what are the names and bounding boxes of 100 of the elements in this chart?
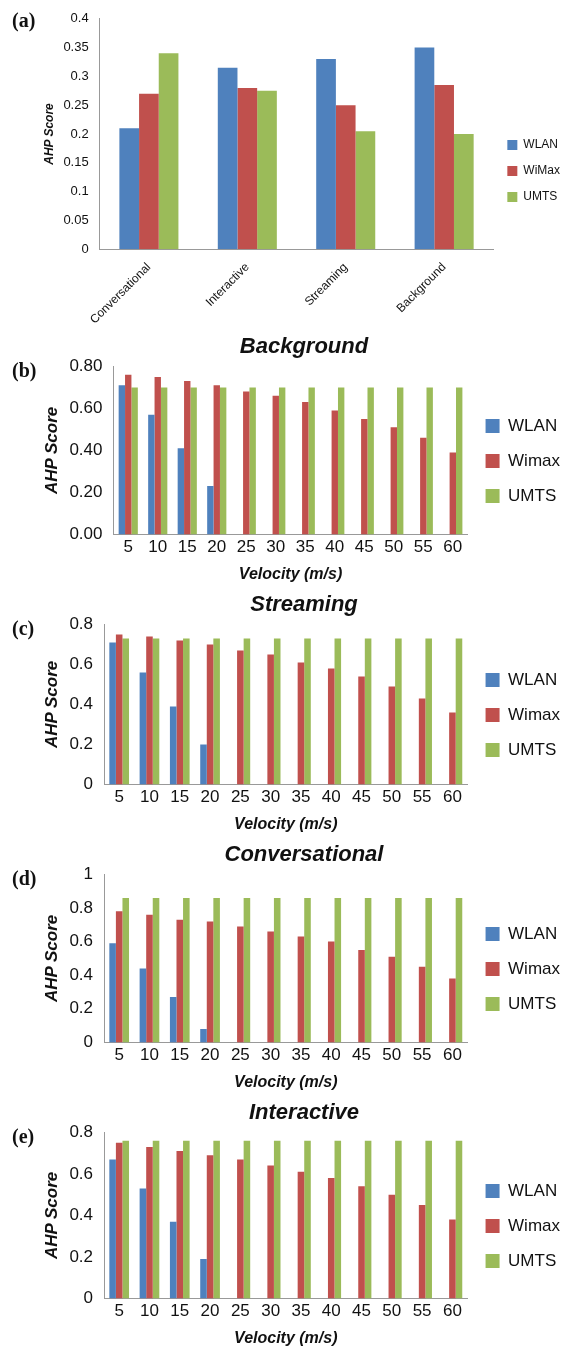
bar [395, 1140, 402, 1299]
bar [139, 968, 147, 1043]
bar [152, 638, 160, 785]
chart-title: Background [239, 333, 369, 359]
bar [272, 395, 279, 535]
bar [200, 744, 207, 785]
bar [267, 931, 274, 1043]
x-tick-label: 20 [200, 1045, 220, 1065]
bar [396, 387, 404, 535]
bar [449, 712, 456, 785]
bar [390, 427, 397, 535]
x-tick-label: 35 [295, 537, 315, 557]
bar [418, 966, 426, 1043]
y-tick-label: 0.2 [69, 734, 94, 754]
x-tick-label: 30 [266, 537, 286, 557]
y-tick-label: 1 [83, 864, 94, 884]
bar [176, 919, 184, 1043]
bar [334, 1140, 342, 1299]
bar [237, 1159, 244, 1299]
bar [217, 67, 238, 250]
bar [177, 448, 185, 535]
bar [304, 897, 311, 1043]
bar [206, 921, 214, 1043]
x-axis-title: Velocity (m/s) [234, 1328, 338, 1346]
bar [176, 640, 184, 785]
bar [115, 911, 123, 1043]
bar [297, 662, 305, 785]
bar [169, 997, 177, 1043]
bar [418, 698, 426, 785]
bar [213, 385, 220, 535]
bar [331, 410, 338, 535]
y-tick-label: 0.35 [63, 39, 89, 55]
legend-label: UMTS [508, 739, 557, 759]
x-tick-label: 60 [443, 537, 463, 557]
bar [327, 1178, 335, 1299]
y-tick-label: 0.25 [63, 96, 89, 112]
bar [183, 897, 190, 1043]
x-tick-label: 20 [200, 787, 220, 807]
y-tick-label: 0.4 [69, 694, 94, 714]
bar [425, 638, 432, 785]
bar [304, 638, 311, 785]
bar [169, 706, 177, 785]
x-tick-label: 40 [321, 1045, 341, 1065]
x-tick-label: 25 [230, 1045, 250, 1065]
bar [243, 897, 251, 1043]
x-tick-label: 50 [382, 1301, 402, 1321]
bar [395, 638, 402, 785]
y-tick-label: 0 [81, 240, 89, 256]
bar [361, 418, 368, 535]
bar [267, 1165, 274, 1299]
x-tick-label: 15 [170, 787, 190, 807]
bar [267, 654, 274, 785]
x-tick-label: 40 [321, 787, 341, 807]
legend-label: UMTS [508, 993, 557, 1013]
x-tick-label: 25 [230, 1301, 250, 1321]
text: (c) [12, 617, 35, 641]
bar [456, 387, 463, 535]
legend-label: WiMax [523, 163, 561, 178]
bar [364, 638, 372, 785]
x-tick-label: 45 [352, 1045, 371, 1065]
x-tick-label: 25 [230, 787, 250, 807]
bar [115, 634, 123, 785]
bar [273, 1140, 281, 1299]
bar [367, 387, 374, 535]
bar [388, 686, 396, 785]
x-tick-label: 60 [442, 787, 462, 807]
y-tick-label: 0.8 [69, 897, 94, 917]
bar [125, 374, 132, 535]
bar [206, 1155, 214, 1299]
x-tick-label: 45 [354, 537, 374, 557]
bar [364, 897, 372, 1043]
bar [184, 381, 191, 535]
bar [237, 926, 244, 1043]
bar [364, 1140, 372, 1299]
x-tick-label: 10 [140, 787, 159, 807]
legend-label: UMTS [508, 485, 557, 505]
bar [146, 914, 153, 1043]
bar [146, 636, 153, 785]
chart-title: Interactive [248, 1099, 360, 1125]
bar [355, 131, 376, 250]
legend-label: Wimax [508, 704, 561, 724]
y-tick-label: 0.00 [69, 524, 103, 544]
y-axis-title: AHP Score [41, 406, 61, 496]
x-tick-label: 30 [261, 1301, 281, 1321]
bar [131, 387, 138, 535]
x-tick-label: 5 [114, 1301, 124, 1321]
y-tick-label: 0 [83, 1032, 94, 1052]
bar [327, 941, 335, 1043]
bar [434, 85, 454, 250]
bar [183, 638, 190, 785]
bar [449, 1219, 456, 1299]
x-tick-label: 55 [412, 1301, 432, 1321]
y-axis-title: AHP Score [41, 102, 56, 166]
x-tick-label: 50 [384, 537, 404, 557]
x-tick-label: 55 [412, 787, 432, 807]
bar [388, 956, 396, 1043]
bar [358, 950, 365, 1043]
bar [158, 53, 179, 250]
bar [139, 93, 159, 250]
bar [190, 387, 197, 535]
